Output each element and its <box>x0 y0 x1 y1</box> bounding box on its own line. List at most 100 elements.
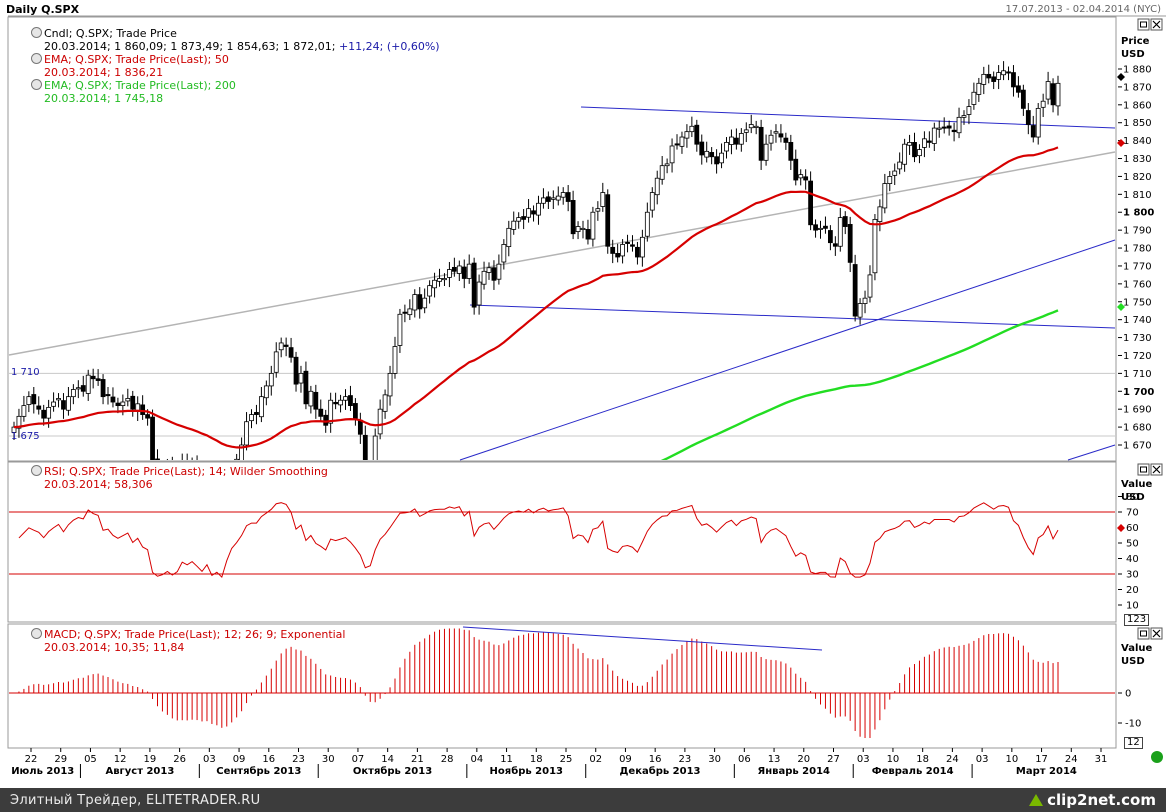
candle-body <box>239 444 245 460</box>
rsi-tick-label: 80 <box>1126 492 1139 503</box>
candles-group <box>11 61 1061 510</box>
price-tick-label: 1 680 <box>1123 423 1152 434</box>
candle-body <box>620 244 625 257</box>
legend-candle-ohlc: 20.03.2014; 1 860,09; 1 873,49; 1 854,63… <box>44 40 336 53</box>
x-tick-label: 18 <box>916 754 929 765</box>
ema50-line <box>13 146 1059 449</box>
candle-body <box>412 294 418 311</box>
candle-body <box>125 398 131 402</box>
candle-body <box>714 156 719 165</box>
legend-rsi[interactable]: RSI; Q.SPX; Trade Price(Last); 14; Wilde… <box>31 465 328 478</box>
candle-body <box>150 416 155 460</box>
candle-body <box>471 262 477 308</box>
candle-body <box>36 405 42 410</box>
candle-body <box>654 177 660 196</box>
legend-macd[interactable]: MACD; Q.SPX; Trade Price(Last); 12; 26; … <box>31 628 345 641</box>
candle-body <box>447 269 452 278</box>
candle-body <box>422 297 428 309</box>
candle-body <box>565 192 571 202</box>
candle-body <box>986 73 992 79</box>
x-tick-label: 02 <box>589 754 602 765</box>
x-tick-label: 06 <box>738 754 751 765</box>
month-label: Июль 2013 <box>11 766 74 777</box>
candle-body <box>570 200 576 235</box>
candle-body <box>100 379 106 398</box>
rsi-panel-restore-button[interactable] <box>1137 463 1150 476</box>
rsi-panel-close-icon <box>1152 465 1161 474</box>
candle-body <box>842 216 848 227</box>
candle-icon <box>31 27 42 38</box>
candle-body <box>244 421 249 446</box>
candle-body <box>719 152 724 164</box>
legend-ema200[interactable]: EMA; Q.SPX; Trade Price(Last); 200 <box>31 79 236 92</box>
legend-rsi-label: RSI; Q.SPX; Trade Price(Last); 14; Wilde… <box>44 465 328 478</box>
candle-body <box>729 136 734 145</box>
price-tick-label: 1 740 <box>1123 315 1152 326</box>
candle-body <box>946 125 952 129</box>
candle-body <box>813 224 818 231</box>
candle-body <box>273 351 279 373</box>
rsi-marker <box>1117 524 1125 532</box>
candle-body <box>961 115 967 118</box>
price-panel-restore-button[interactable] <box>1137 18 1150 31</box>
x-tick-label: 23 <box>292 754 305 765</box>
x-tick-label: 09 <box>619 754 632 765</box>
candle-body <box>338 399 343 406</box>
candle-body <box>382 394 388 412</box>
x-tick-label: 04 <box>470 754 483 765</box>
candle-body <box>115 402 121 407</box>
candle-body <box>862 297 868 304</box>
candle-body <box>268 372 274 387</box>
candle-body <box>486 267 492 273</box>
candle-body <box>936 127 942 130</box>
candle-body <box>971 91 977 105</box>
candle-body <box>66 396 71 411</box>
candle-body <box>427 285 433 297</box>
candle-body <box>357 419 363 435</box>
legend-candle[interactable]: Cndl; Q.SPX; Trade Price <box>31 27 177 40</box>
month-label: Декабрь 2013 <box>620 765 701 777</box>
candle-body <box>580 227 586 230</box>
candle-body <box>536 202 541 216</box>
candle-body <box>41 409 47 419</box>
legend-candle-change: +11,24; (+0,60%) <box>338 40 440 53</box>
candle-body <box>827 230 833 244</box>
candle-body <box>225 490 229 510</box>
macd-scroll-badge[interactable]: 12 <box>1124 737 1143 749</box>
price-tick-label: 1 870 <box>1123 82 1152 93</box>
price-tick-label: 1 760 <box>1123 279 1152 290</box>
candle-body <box>818 227 823 230</box>
ema-icon <box>31 79 42 90</box>
candle-body <box>461 266 467 279</box>
month-label: Февраль 2014 <box>872 766 954 777</box>
candle-body <box>610 246 616 254</box>
candle-body <box>926 140 932 143</box>
candle-body <box>288 347 294 358</box>
candle-body <box>976 82 982 95</box>
candle-body <box>877 206 883 222</box>
last-price-marker <box>1117 73 1125 81</box>
candle-body <box>254 412 259 415</box>
candle-body <box>451 266 457 272</box>
candle-body <box>496 263 502 280</box>
candle-body <box>328 399 334 424</box>
legend-ema50[interactable]: EMA; Q.SPX; Trade Price(Last); 50 <box>31 53 229 66</box>
candle-body <box>293 356 299 385</box>
month-label: Март 2014 <box>1016 766 1077 777</box>
candle-body <box>763 143 769 161</box>
price-tick-label: 1 830 <box>1123 154 1152 165</box>
rsi-panel-restore-icon <box>1140 466 1147 473</box>
x-tick-label: 17 <box>1035 754 1048 765</box>
trendline-channel <box>8 151 1116 356</box>
candle-body <box>531 210 536 215</box>
ema200-marker <box>1117 303 1125 311</box>
left-price-label: 1 675 <box>11 431 40 442</box>
candle-body <box>778 133 784 138</box>
x-tick-label: 30 <box>322 754 335 765</box>
candle-body <box>95 378 101 381</box>
macd-panel-restore-button[interactable] <box>1137 627 1150 640</box>
rsi-scroll-badge[interactable]: 123 <box>1124 614 1150 626</box>
candle-body <box>516 217 522 222</box>
macd-axis-title: Value <box>1121 643 1153 654</box>
candle-body <box>931 127 937 144</box>
